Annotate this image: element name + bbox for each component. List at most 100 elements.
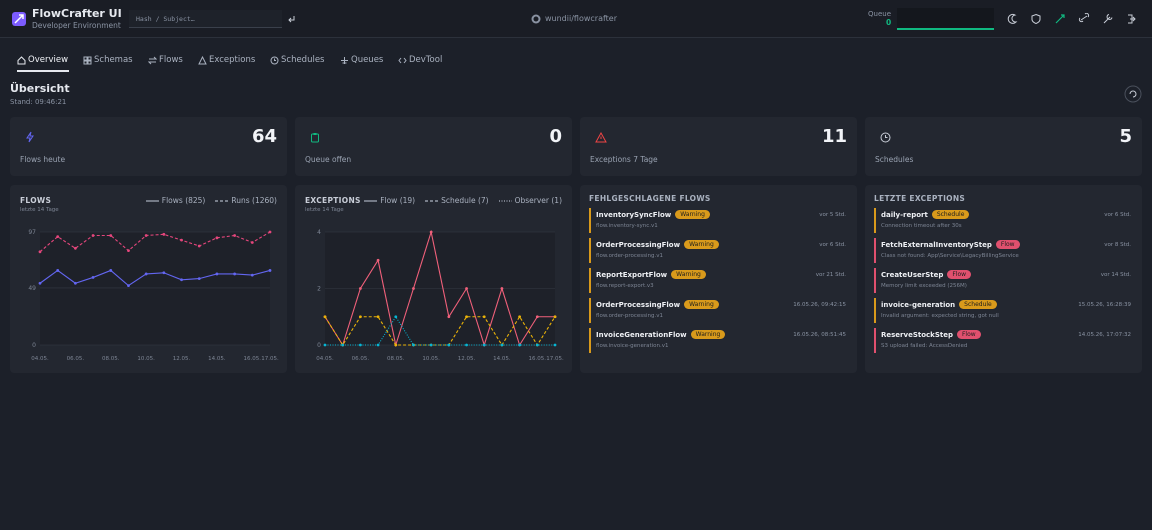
data-point (500, 287, 504, 290)
data-point (376, 343, 380, 347)
list-item[interactable]: ReserveStockStep Flow S3 upload failed: Ac… (874, 328, 1131, 353)
app-subtitle: Developer Environment (32, 21, 121, 30)
chart-subtitle: letzte 14 Tage (20, 207, 59, 213)
stat-label: Schedules (875, 155, 914, 164)
legend-label: Schedule (7) (441, 196, 489, 205)
tab[interactable]: Flows (159, 55, 183, 65)
stat-card: 11 Exceptions 7 Tage (580, 117, 857, 176)
stat-value: 5 (1119, 126, 1132, 147)
search-box[interactable]: Hash / Subject… (129, 10, 282, 28)
data-point (500, 343, 504, 347)
data-point (518, 343, 522, 347)
tab-icon (341, 57, 348, 64)
tab[interactable]: Exceptions (209, 55, 256, 65)
tab[interactable]: Schemas (94, 55, 133, 65)
data-point (323, 315, 327, 319)
stat-label: Queue offen (305, 155, 352, 164)
data-point (465, 315, 468, 319)
list-item[interactable]: InventorySyncFlow Warning flow.inventory-s… (589, 208, 846, 233)
enter-icon[interactable] (288, 15, 296, 23)
legend-swatch (364, 199, 378, 202)
tab-icon (148, 56, 157, 65)
item-badge: Warning (690, 330, 726, 339)
data-point (144, 234, 148, 237)
data-point (358, 315, 362, 319)
queue-sparkline (897, 8, 994, 30)
list-item[interactable]: invoice-generation Schedule Invalid argume… (874, 298, 1131, 323)
list-item[interactable]: InvoiceGenerationFlow Warning flow.invoice… (589, 328, 846, 353)
legend-item: Observer (1) (498, 196, 562, 205)
legend-label: Flows (825) (161, 196, 206, 205)
chart-card: EXCEPTIONS letzte 14 Tage Flow (19) Schedul… (295, 185, 572, 373)
repo-link[interactable]: wundii/flowcrafter (545, 14, 617, 23)
data-point (553, 343, 557, 347)
refresh-button[interactable] (1124, 85, 1142, 103)
data-point (358, 343, 362, 347)
x-tick-label: 12.05. (173, 356, 191, 362)
data-point (127, 284, 130, 287)
list-item[interactable]: ReportExportFlow Warning flow.report-expor… (589, 268, 846, 293)
x-tick-label: 10.05. (137, 356, 155, 362)
data-point (233, 272, 237, 276)
list-item[interactable]: OrderProcessingFlow Warning flow.order-pro… (589, 238, 846, 263)
item-badge: Warning (675, 210, 710, 219)
list-item[interactable]: FetchExternalInventoryStep Flow Class not … (874, 238, 1131, 263)
data-point (233, 234, 237, 237)
x-tick-label: 17.05. (261, 356, 279, 362)
item-header: FetchExternalInventoryStep Flow (881, 240, 1020, 249)
legend-item: Flows (825) (145, 196, 206, 205)
data-point (91, 276, 95, 279)
list-item[interactable]: CreateUserStep Flow Memory limit exceeded … (874, 268, 1131, 293)
tab[interactable]: Queues (351, 55, 384, 65)
tab[interactable]: DevTool (409, 55, 443, 65)
item-name: OrderProcessingFlow (596, 300, 681, 309)
toolbar-icons[interactable] (1006, 13, 1141, 25)
legend-item: Flow (19) (364, 196, 415, 205)
item-header: OrderProcessingFlow Warning (596, 240, 719, 249)
item-badge: Warning (684, 240, 719, 249)
header: FlowCrafter UI Developer Environment Has… (0, 0, 1152, 38)
data-point (394, 315, 398, 319)
series-line (325, 315, 555, 346)
stat-icon (26, 131, 34, 143)
item-detail: Memory limit exceeded (256M) (881, 283, 967, 289)
data-point (180, 278, 183, 282)
tab[interactable]: Schedules (281, 55, 325, 65)
data-point (358, 287, 362, 290)
y-tick-label: 49 (28, 285, 36, 292)
data-point (38, 250, 42, 254)
data-point (429, 343, 433, 347)
x-tick-label: 10.05. (422, 356, 440, 362)
item-badge: Flow (995, 240, 1020, 249)
data-point (412, 287, 415, 290)
y-tick-label: 4 (317, 229, 321, 236)
x-tick-label: 04.05. (316, 356, 334, 362)
data-point (394, 343, 398, 347)
item-time: vor 6 Std. (1104, 212, 1131, 218)
list-item[interactable]: OrderProcessingFlow Warning flow.order-pro… (589, 298, 846, 323)
github-icon[interactable] (531, 14, 541, 24)
data-point (197, 244, 201, 248)
legend-item: Runs (1260) (215, 196, 277, 205)
list-item[interactable]: daily-report Schedule Connection timeout a… (874, 208, 1131, 233)
data-point (162, 271, 166, 275)
data-point (482, 343, 486, 347)
item-name: invoice-generation (881, 300, 956, 309)
data-point (447, 343, 451, 347)
data-point (376, 315, 380, 319)
list-card: FEHLGESCHLAGENE FLOWS InventorySyncFlow Wa… (580, 185, 857, 373)
stat-card: 64 Flows heute (10, 117, 287, 176)
data-point (268, 230, 272, 234)
x-tick-label: 16.05. (529, 356, 547, 362)
stat-icon (880, 132, 891, 143)
legend-item: Schedule (7) (425, 196, 489, 205)
tab[interactable]: Overview (28, 55, 69, 65)
x-tick-label: 17.05. (546, 356, 564, 362)
item-time: 16.05.26, 09:42:15 (793, 302, 846, 308)
item-time: 16.05.26, 08:51:45 (793, 332, 846, 338)
data-point (535, 343, 539, 347)
data-point (447, 315, 451, 319)
item-name: InvoiceGenerationFlow (596, 330, 687, 339)
item-detail: S3 upload failed: AccessDenied (881, 343, 968, 349)
